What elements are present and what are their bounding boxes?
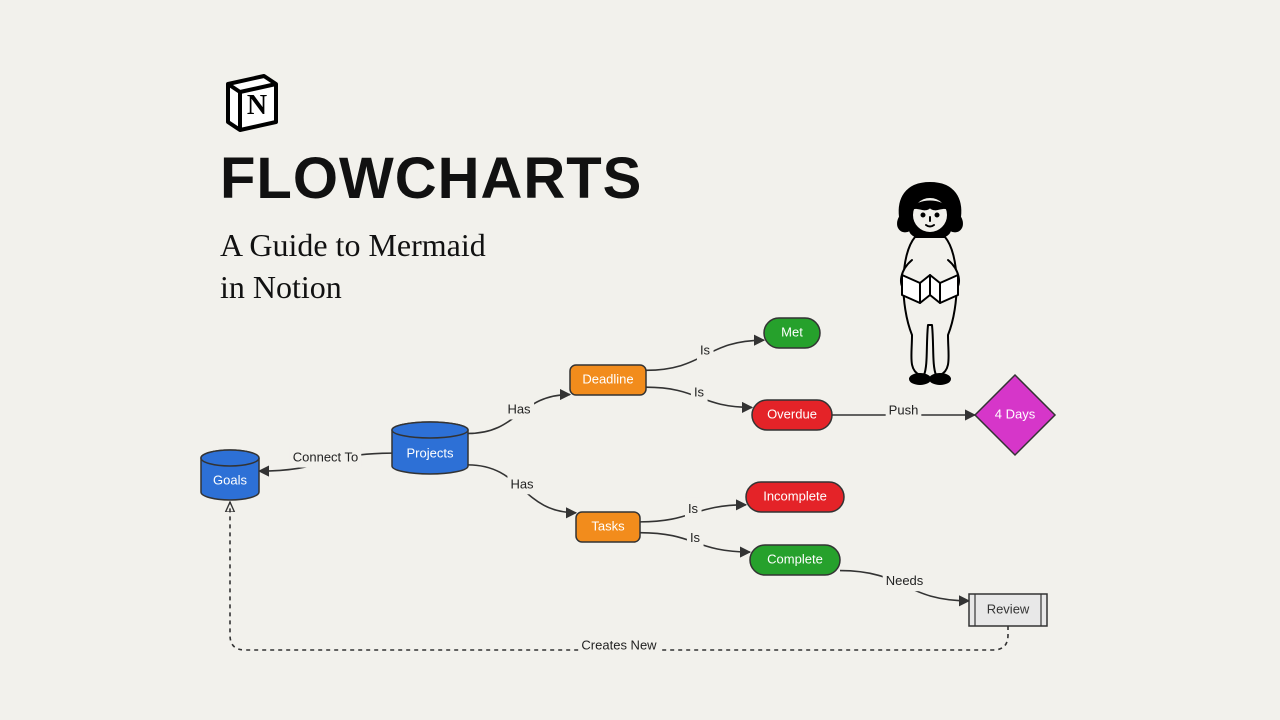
edge-label: Is xyxy=(690,530,701,545)
edge-label: Has xyxy=(507,401,531,416)
node-label: Review xyxy=(987,601,1030,616)
edge-label: Is xyxy=(694,385,705,400)
node-deadline: Deadline xyxy=(570,365,646,395)
edge-label: Needs xyxy=(886,573,924,588)
node-review: Review xyxy=(969,594,1047,626)
node-label: Incomplete xyxy=(763,488,827,503)
node-label: Tasks xyxy=(591,518,625,533)
node-overdue: Overdue xyxy=(752,400,832,430)
node-met: Met xyxy=(764,318,820,348)
node-label: Complete xyxy=(767,551,823,566)
edge-label: Has xyxy=(510,476,534,491)
node-label: Overdue xyxy=(767,406,817,421)
node-label: Met xyxy=(781,324,803,339)
node-complete: Complete xyxy=(750,545,840,575)
edge-label: Connect To xyxy=(293,450,359,465)
edge-label: Push xyxy=(889,402,919,417)
node-goals: Goals xyxy=(201,450,259,500)
node-projects: Projects xyxy=(392,422,468,474)
edge-label: Is xyxy=(688,501,699,516)
flowchart-canvas: Goals Projects Deadline Tasks Met Overdue Inco… xyxy=(0,0,1280,720)
node-label: 4 Days xyxy=(995,406,1036,421)
node-label: Goals xyxy=(213,472,247,487)
node-incomplete: Incomplete xyxy=(746,482,844,512)
edge-label: Is xyxy=(700,343,711,358)
node-label: Projects xyxy=(407,445,454,460)
page-root: N FLOWCHARTS A Guide to Mermaid in Notio… xyxy=(0,0,1280,720)
node-tasks: Tasks xyxy=(576,512,640,542)
node-4days: 4 Days xyxy=(975,375,1055,455)
edge-label: Creates New xyxy=(581,637,657,652)
node-label: Deadline xyxy=(582,371,633,386)
